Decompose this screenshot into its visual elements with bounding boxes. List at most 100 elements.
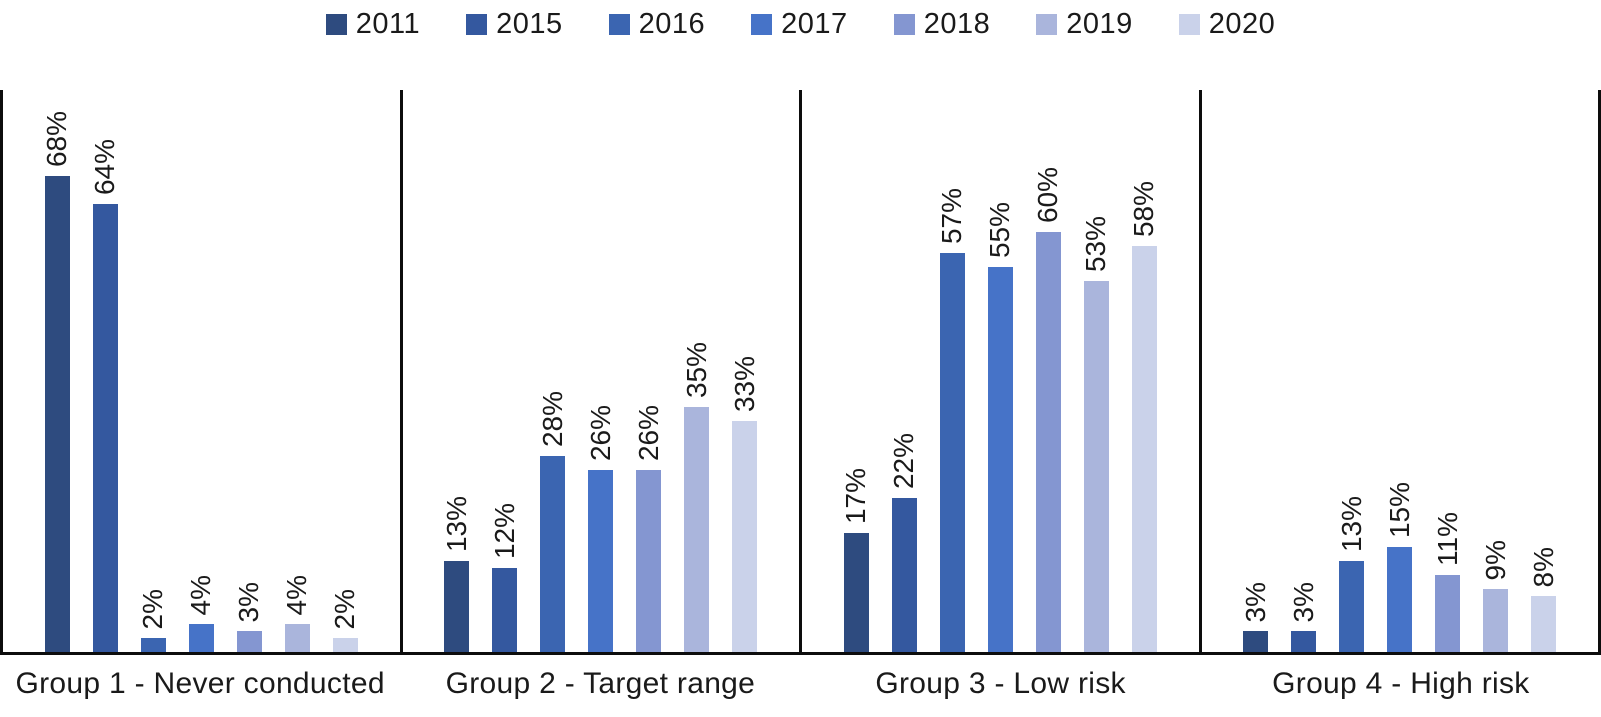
legend-swatch-icon (1036, 13, 1058, 35)
category-label-group-4: Group 4 - High risk (1272, 667, 1530, 700)
legend-item-2016: 2016 (608, 7, 706, 40)
bar-value-label: 3% (1287, 581, 1319, 622)
legend-item-2020: 2020 (1178, 7, 1276, 40)
bar-2019-group1 (284, 624, 310, 652)
group-panel-2: 13% 12% 28% 26% 26% 35% 33% (399, 90, 800, 652)
bar-2020-group1 (332, 638, 358, 652)
bar-value-label: 22% (888, 432, 920, 489)
bar-value-label: 53% (1080, 215, 1112, 272)
bar-2011-group1 (44, 176, 70, 652)
bar-2015-group2 (492, 568, 518, 652)
bar-2017-group1 (188, 624, 214, 652)
legend-label: 2016 (638, 7, 706, 40)
bar-column-2016-group4: 13% (1335, 495, 1367, 652)
bar-column-2019-group4: 9% (1479, 539, 1511, 652)
legend-swatch-icon (325, 13, 347, 35)
legend-label: 2019 (1066, 7, 1133, 40)
bar-2011-group3 (843, 533, 869, 652)
bar-column-2018-group2: 26% (633, 405, 664, 652)
bar-column-2019-group2: 35% (680, 341, 712, 652)
bar-column-2015-group1: 64% (89, 138, 121, 652)
bar-column-2011-group4: 3% (1239, 581, 1271, 652)
legend-item-2017: 2017 (751, 9, 848, 39)
bar-value-label: 2% (329, 588, 361, 629)
bar-value-label: 26% (584, 404, 616, 461)
legend-item-2019: 2019 (1036, 7, 1133, 40)
bar-2017-group3 (987, 267, 1013, 652)
bar-2016-group2 (540, 456, 566, 652)
bar-value-label: 15% (1383, 481, 1415, 538)
bar-2020-group3 (1131, 246, 1157, 652)
bar-column-2017-group1: 4% (185, 574, 217, 652)
legend-item-2018: 2018 (893, 7, 991, 40)
bar-column-2020-group2: 33% (729, 356, 760, 652)
bar-value-label: 11% (1431, 512, 1463, 566)
bar-2016-group4 (1339, 561, 1365, 652)
bar-value-label: 28% (536, 390, 568, 447)
bar-2019-group2 (684, 407, 710, 652)
bar-column-2017-group2: 26% (584, 404, 616, 652)
bar-column-2020-group3: 58% (1128, 180, 1160, 652)
group-panel-1: 68% 64% 2% 4% 3% 4% 2% (0, 90, 400, 652)
bar-value-label: 9% (1479, 539, 1511, 580)
category-label-group-3: Group 3 - Low risk (875, 667, 1126, 700)
bar-2018-group2 (636, 470, 662, 652)
legend-item-2011: 2011 (325, 9, 420, 39)
bar-value-label: 60% (1032, 166, 1064, 223)
legend-swatch-icon (1178, 13, 1200, 35)
bar-column-2011-group1: 68% (41, 110, 73, 652)
bar-value-label: 64% (89, 138, 121, 195)
bar-2019-group3 (1083, 281, 1109, 652)
bar-value-label: 13% (1335, 495, 1367, 552)
plot-area: 68% 64% 2% 4% 3% 4% 2% 13% 12% 28% 26% 26% 35% 33% 17%… (0, 90, 1601, 655)
legend-swatch-icon (751, 13, 773, 35)
bar-2011-group2 (444, 561, 470, 652)
bar-value-label: 68% (41, 110, 73, 167)
bar-value-label: 2% (137, 588, 169, 629)
bar-column-2015-group2: 12% (488, 502, 520, 652)
bar-column-2019-group1: 4% (281, 575, 312, 652)
bar-column-2019-group3: 53% (1080, 215, 1112, 652)
bar-2018-group1 (236, 631, 262, 652)
legend-label: 2015 (496, 7, 563, 40)
bar-2016-group1 (140, 638, 166, 652)
bar-2019-group4 (1483, 589, 1509, 652)
bar-column-2016-group2: 28% (536, 390, 568, 652)
bar-column-2018-group4: 11% (1431, 512, 1463, 652)
bar-column-2017-group4: 15% (1383, 481, 1415, 652)
bar-value-label: 55% (984, 201, 1016, 258)
bar-2015-group3 (891, 498, 917, 652)
bar-column-2020-group4: 8% (1528, 547, 1559, 652)
bar-2020-group2 (732, 421, 758, 652)
legend-label: 2020 (1208, 7, 1276, 40)
legend: 2011 2015 2016 2017 2018 2019 2020 (0, 0, 1601, 42)
bar-value-label: 12% (488, 502, 520, 559)
bar-2018-group3 (1035, 232, 1061, 652)
bar-column-2018-group1: 3% (233, 581, 265, 652)
bar-value-label: 3% (233, 581, 265, 622)
bar-2017-group2 (588, 470, 614, 652)
bar-value-label: 13% (440, 495, 472, 552)
legend-item-2015: 2015 (466, 7, 563, 40)
bar-value-label: 58% (1128, 180, 1160, 237)
category-labels-row: Group 1 - Never conducted Group 2 - Targe… (0, 655, 1601, 713)
bar-column-2015-group4: 3% (1287, 581, 1319, 652)
bar-2017-group4 (1387, 547, 1413, 652)
bar-value-label: 4% (185, 574, 217, 615)
bar-column-2018-group3: 60% (1032, 166, 1064, 652)
legend-swatch-icon (608, 13, 630, 35)
group-panel-3: 17% 22% 57% 55% 60% 53% 58% (799, 90, 1199, 652)
bar-column-2017-group3: 55% (984, 201, 1016, 652)
legend-label: 2018 (923, 7, 991, 40)
bar-column-2015-group3: 22% (888, 432, 920, 652)
bar-value-label: 57% (936, 187, 968, 244)
bar-value-label: 35% (680, 341, 712, 398)
bar-value-label: 3% (1239, 581, 1271, 622)
bar-column-2016-group1: 2% (137, 588, 169, 652)
bar-2015-group1 (92, 204, 118, 652)
bar-column-2020-group1: 2% (329, 588, 361, 652)
bar-2020-group4 (1531, 596, 1557, 652)
category-label-group-1: Group 1 - Never conducted (15, 667, 385, 700)
bar-column-2011-group3: 17% (840, 468, 871, 652)
